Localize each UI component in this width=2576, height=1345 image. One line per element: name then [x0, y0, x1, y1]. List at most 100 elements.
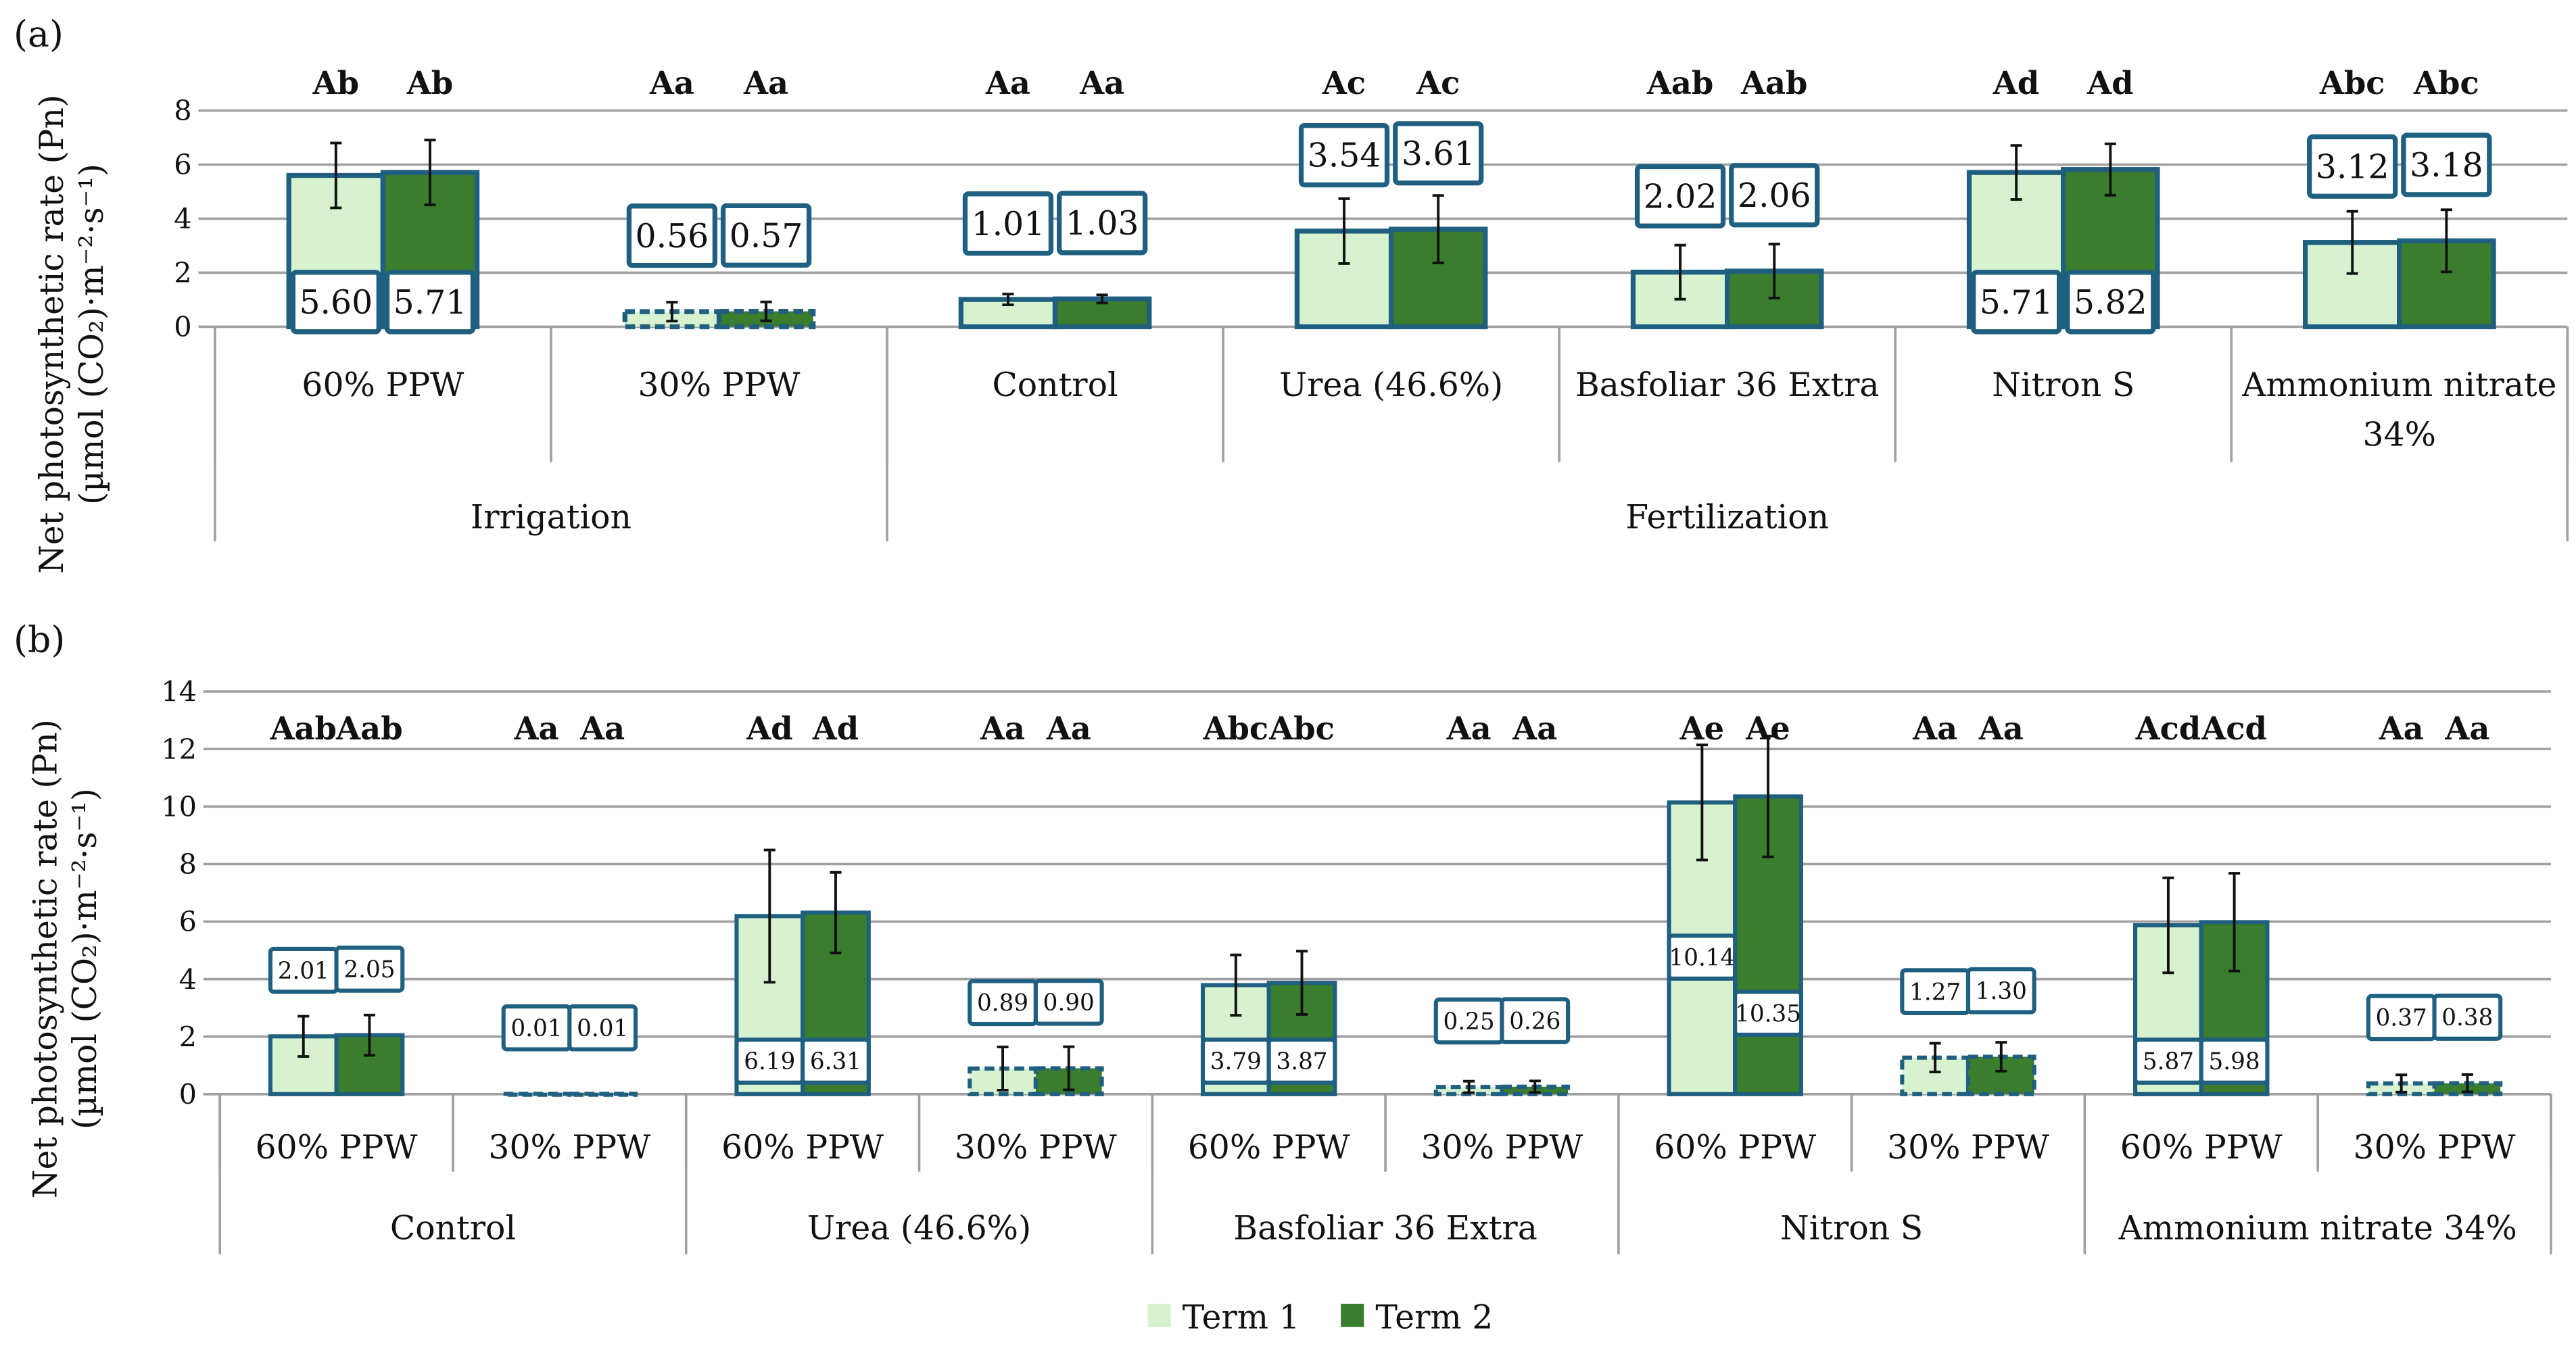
panel-label: (a): [14, 12, 64, 55]
significance-letter: Ad: [812, 710, 859, 747]
category-label: 30% PPW: [1887, 1128, 2050, 1167]
significance-letter: Aa: [743, 64, 788, 101]
category-label: 60% PPW: [2120, 1128, 2283, 1167]
legend: Term 1 Term 2: [1147, 1298, 1493, 1337]
data-label: 3.18: [2410, 146, 2483, 185]
data-label: 5.98: [2209, 1048, 2260, 1075]
data-label-box: [1266, 1037, 1337, 1085]
category-label: Ammonium nitrate: [2241, 366, 2556, 404]
group-label: Nitron S: [1780, 1209, 1923, 1248]
data-label: 2.05: [343, 956, 395, 983]
y-axis-title-line2: (µmol (CO₂)·m⁻²·s⁻¹): [72, 164, 111, 505]
significance-letter: Ab: [406, 64, 453, 101]
category-label: Control: [992, 366, 1118, 404]
data-label: 3.87: [1276, 1048, 1327, 1075]
y-tick-label: 0: [174, 310, 191, 343]
data-label: 2.06: [1738, 176, 1811, 215]
legend-label-term1: Term 1: [1183, 1298, 1300, 1337]
data-label: 5.82: [2074, 283, 2147, 322]
category-label: 34%: [2363, 415, 2437, 454]
group-label: Irrigation: [471, 497, 631, 536]
y-tick-label: 14: [161, 675, 197, 708]
significance-letter: Ae: [1745, 710, 1790, 747]
data-label-box: [1729, 163, 1820, 228]
data-label-box: [2401, 132, 2492, 197]
y-tick-label: 2: [174, 256, 191, 289]
category-label: 30% PPW: [1421, 1128, 1583, 1167]
significance-letter: Aa: [2379, 710, 2424, 747]
category-label: 60% PPW: [721, 1128, 884, 1167]
data-label: 6.19: [744, 1048, 795, 1075]
significance-letter: Aab: [270, 710, 337, 747]
significance-letter: Abc: [2413, 64, 2479, 101]
significance-letter: Ab: [312, 64, 359, 101]
significance-letter: Ad: [2086, 64, 2133, 101]
significance-letter: Ae: [1679, 710, 1725, 747]
data-label-box: [801, 1037, 871, 1085]
significance-letter: Abc: [2319, 64, 2385, 101]
data-label: 3.79: [1210, 1048, 1262, 1075]
data-label: 1.03: [1066, 204, 1139, 243]
y-axis-title-line1: Net photosynthetic rate (Pn): [32, 95, 71, 574]
legend-label-term2: Term 2: [1375, 1298, 1493, 1337]
y-tick-label: 8: [179, 848, 197, 881]
data-label: 2.01: [278, 958, 329, 985]
significance-letter: Aa: [2444, 710, 2489, 747]
y-axis-title: Net photosynthetic rate (Pn) (µmol (CO₂)·…: [26, 719, 104, 1198]
category-label: 30% PPW: [638, 366, 801, 404]
data-label: 0.01: [577, 1015, 628, 1042]
significance-letter: Aa: [980, 710, 1025, 747]
data-label-box: [626, 203, 718, 268]
significance-letter: Acd: [2135, 710, 2201, 747]
significance-letter: Aa: [579, 710, 625, 747]
data-label-box: [2065, 270, 2156, 335]
data-label: 6.31: [810, 1048, 861, 1075]
data-label: 1.27: [1909, 979, 1961, 1006]
data-label: 1.30: [1976, 978, 2027, 1005]
significance-letter: Acd: [2201, 710, 2267, 747]
y-tick-label: 0: [179, 1078, 197, 1111]
data-label: 0.37: [2376, 1005, 2427, 1032]
category-label: 30% PPW: [2354, 1128, 2517, 1167]
data-label-box: [290, 270, 381, 335]
significance-letter: Ad: [1993, 64, 2039, 101]
data-label: 5.71: [1980, 283, 2053, 322]
data-label: 10.14: [1669, 944, 1735, 971]
significance-letter: Ac: [1416, 64, 1460, 101]
significance-letter: Aa: [649, 64, 694, 101]
y-axis-title-line2: (µmol (CO₂)·m⁻²·s⁻¹): [66, 788, 104, 1129]
y-tick-label: 6: [179, 905, 197, 938]
data-label-box: [2199, 1037, 2270, 1085]
significance-letter: Ad: [746, 710, 792, 747]
data-label: 1.01: [972, 205, 1045, 243]
legend-swatch-term1: [1147, 1303, 1171, 1327]
category-label: 60% PPW: [302, 366, 464, 404]
y-tick-label: 4: [174, 202, 191, 235]
data-label: 10.35: [1735, 1000, 1801, 1027]
category-label: 60% PPW: [1188, 1128, 1351, 1167]
group-label: Fertilization: [1625, 497, 1829, 536]
category-label: Urea (46.6%): [1279, 366, 1503, 404]
panel-b: (b) Net photosynthetic rate (Pn) (µmol (CO…: [14, 618, 2552, 1254]
data-label: 5.71: [393, 283, 467, 322]
y-tick-label: 8: [174, 94, 191, 127]
significance-letter: Aab: [1646, 64, 1713, 101]
group-label: Control: [390, 1209, 516, 1248]
panel-a: (a) Net photosynthetic rate (Pn) (µmol (CO…: [14, 12, 2569, 574]
significance-letter: Aab: [335, 710, 402, 747]
data-label: 5.87: [2143, 1048, 2194, 1075]
significance-letter: Aa: [1912, 710, 1957, 747]
data-label-box: [2307, 134, 2398, 199]
significance-letter: Aa: [1046, 710, 1091, 747]
group-label: Ammonium nitrate 34%: [2118, 1209, 2517, 1248]
data-label: 0.01: [510, 1015, 562, 1042]
significance-letter: Aab: [1740, 64, 1807, 101]
category-label: 60% PPW: [256, 1128, 419, 1167]
data-label-box: [1056, 191, 1148, 255]
category-label: Nitron S: [1992, 366, 2134, 404]
y-tick-label: 12: [161, 733, 197, 766]
category-label: 30% PPW: [955, 1128, 1118, 1167]
data-label-box: [1298, 122, 1390, 188]
significance-letter: Aa: [1978, 710, 2024, 747]
data-label: 0.57: [730, 216, 803, 255]
